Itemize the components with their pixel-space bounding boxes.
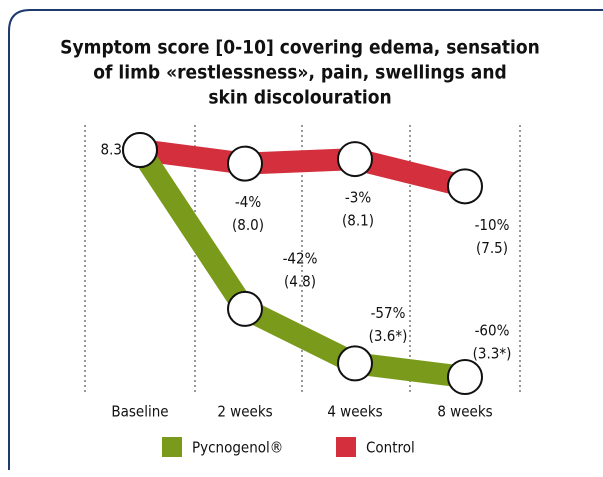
series-line — [138, 139, 468, 197]
point — [447, 168, 483, 205]
change-label: -57% — [371, 304, 406, 322]
legend-label: Pycnogenol® — [192, 439, 283, 457]
value-label: (3.6*) — [369, 327, 408, 345]
point — [227, 290, 263, 327]
x-tick-label: Baseline — [111, 403, 168, 421]
legend-swatch — [336, 437, 356, 457]
change-label: -60% — [475, 322, 510, 340]
change-label: -3% — [345, 189, 371, 207]
card-border — [8, 9, 603, 470]
point — [337, 345, 373, 382]
point — [447, 359, 483, 395]
series-line — [130, 143, 467, 388]
value-label: (4.8) — [284, 272, 316, 290]
change-label: -4% — [235, 193, 261, 211]
value-label: 8.3 — [101, 141, 122, 159]
point — [337, 141, 373, 178]
point — [122, 132, 158, 168]
chart-title: Symptom score [0-10] covering edema, sen… — [60, 37, 540, 59]
value-label: (7.5) — [476, 239, 508, 257]
change-label: -42% — [283, 249, 318, 267]
x-tick-label: 4 weeks — [327, 403, 382, 421]
legend-swatch — [162, 437, 182, 457]
chart-title: of limb «restlessness», pain, swellings … — [93, 62, 507, 84]
x-tick-label: 8 weeks — [437, 403, 492, 421]
value-label: (8.0) — [232, 216, 264, 234]
value-label: (3.3*) — [473, 345, 512, 363]
chart-title: skin discolouration — [208, 87, 391, 109]
legend-label: Control — [366, 439, 415, 457]
point — [227, 145, 263, 182]
value-label: (8.1) — [342, 212, 374, 230]
change-label: -10% — [475, 216, 510, 234]
x-tick-label: 2 weeks — [217, 403, 272, 421]
